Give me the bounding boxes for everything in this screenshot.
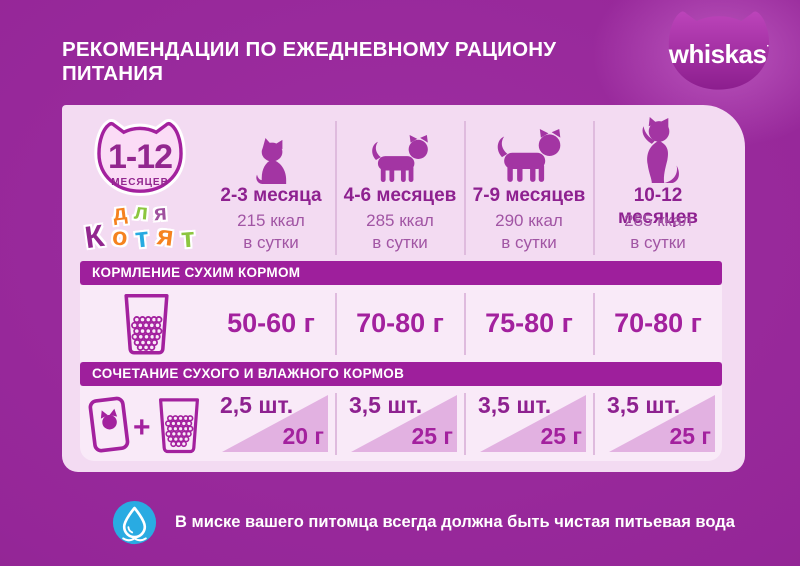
- kcal-per-day: в сутки: [243, 233, 299, 252]
- wet-pouches-count: 3,5 шт.: [607, 392, 681, 418]
- kcal-value: 285 ккал: [624, 211, 692, 230]
- column-divider: [335, 293, 337, 355]
- kitten-sitting-icon: [256, 137, 287, 184]
- column-divider: [593, 393, 595, 455]
- wet-pouches-count: 3,5 шт.: [478, 392, 552, 418]
- kcal-per-day: в сутки: [372, 233, 428, 252]
- combo-section-header: СОЧЕТАНИЕ СУХОГО И ВЛАЖНОГО КОРМОВ: [80, 362, 722, 386]
- recommendation-card: 1-12 МЕСЯЦЕВ д л я К о т я т: [62, 105, 745, 472]
- kibble-glass-icon: [124, 293, 169, 355]
- column-divider: [464, 121, 466, 255]
- combo-dry-amount: 25 г: [411, 423, 453, 449]
- trademark-dot: ·: [766, 41, 770, 52]
- kcal-per-day: в сутки: [501, 233, 557, 252]
- kcal-value: 290 ккал: [495, 211, 563, 230]
- age-range-unit: МЕСЯЦЕВ: [111, 177, 169, 188]
- column-divider: [464, 293, 466, 355]
- kcal-per-day: в сутки: [630, 233, 686, 252]
- column-divider: [464, 393, 466, 455]
- letter: о: [110, 222, 130, 252]
- plus-icon: +: [133, 411, 151, 444]
- age-column-label: 4-6 месяцев: [343, 185, 457, 206]
- wet-food-pouch-icon: [88, 396, 130, 453]
- wet-pouches-count: 3,5 шт.: [349, 392, 423, 418]
- age-column-label: 7-9 месяцев: [472, 185, 586, 206]
- combo-dry-amount: 25 г: [669, 423, 711, 449]
- dry-food-row: [80, 285, 722, 362]
- kitten-standing-icon: [642, 117, 679, 183]
- kitten-walking-small-icon: [372, 135, 428, 183]
- dry-amount: 70-80 г: [356, 308, 444, 338]
- page-title: РЕКОМЕНДАЦИИ ПО ЕЖЕДНЕВНОМУ РАЦИОНУ ПИТА…: [62, 38, 557, 85]
- age-column-label: 10-12 месяцев: [618, 185, 698, 228]
- combo-dry-amount: 25 г: [540, 423, 582, 449]
- combo-dry-amount: 20 г: [282, 423, 324, 449]
- water-drop-icon: [112, 500, 157, 545]
- age-column-label: 2-3 месяца: [220, 185, 322, 206]
- wet-pouches-count: 2,5 шт.: [220, 392, 294, 418]
- dry-food-section-header: КОРМЛЕНИЕ СУХИМ КОРМОМ: [80, 261, 722, 285]
- for-kittens-line2: К о т я т: [76, 217, 204, 256]
- whiskas-logo: whiskas·: [663, 6, 775, 96]
- letter: т: [179, 221, 196, 254]
- kcal-value: 215 ккал: [237, 211, 305, 230]
- dry-amount: 70-80 г: [614, 308, 702, 338]
- column-divider: [335, 121, 337, 255]
- age-range-value: 1-12: [107, 138, 173, 176]
- kcal-value: 285 ккал: [366, 211, 434, 230]
- whiskas-cat-head-logo-icon: [668, 11, 770, 90]
- column-divider: [593, 293, 595, 355]
- brand-wordmark: whiskas·: [668, 39, 770, 69]
- kitten-head-badge-icon: [94, 119, 186, 196]
- dry-amount: 75-80 г: [485, 308, 573, 338]
- column-divider: [335, 393, 337, 455]
- letter: К: [83, 217, 107, 256]
- dry-amount: 50-60 г: [227, 308, 315, 338]
- water-note: В миске вашего питомца всегда должна быт…: [175, 513, 735, 531]
- letter: т: [133, 221, 151, 254]
- letter: я: [155, 219, 176, 252]
- kitten-walking-large-icon: [497, 129, 561, 182]
- kibble-glass-icon: [159, 398, 199, 454]
- column-divider: [593, 121, 595, 255]
